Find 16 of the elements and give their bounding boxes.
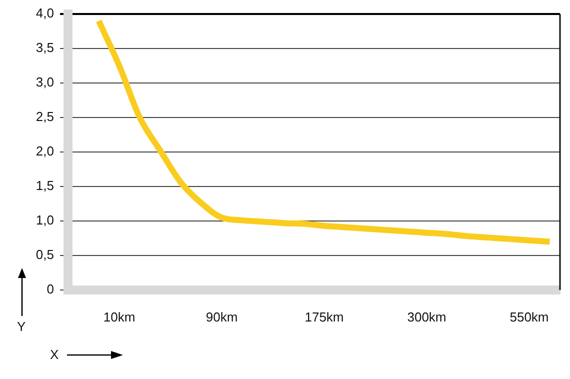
y-tick-label: 3,5 bbox=[36, 40, 54, 56]
x-tick-label: 10km bbox=[103, 309, 136, 324]
y-tick-label: 2,0 bbox=[36, 144, 54, 159]
y-axis-title: Y bbox=[17, 319, 26, 334]
y-tick-label: 4,0 bbox=[36, 6, 54, 21]
x-axis-title: X bbox=[50, 347, 59, 362]
y-tick-label: 1,5 bbox=[36, 178, 54, 194]
y-tick-label: 2,5 bbox=[36, 109, 54, 124]
y-tick-label: 0 bbox=[46, 282, 54, 297]
y-tick-label: 0,5 bbox=[36, 247, 54, 262]
x-tick-label: 90km bbox=[206, 309, 238, 324]
x-tick-label: 300km bbox=[407, 309, 446, 324]
x-tick-label: 175km bbox=[304, 309, 344, 324]
y-tick-label: 1,0 bbox=[36, 212, 54, 228]
y-tick-label: 3,0 bbox=[36, 74, 54, 90]
x-tick-label: 550km bbox=[510, 309, 549, 324]
